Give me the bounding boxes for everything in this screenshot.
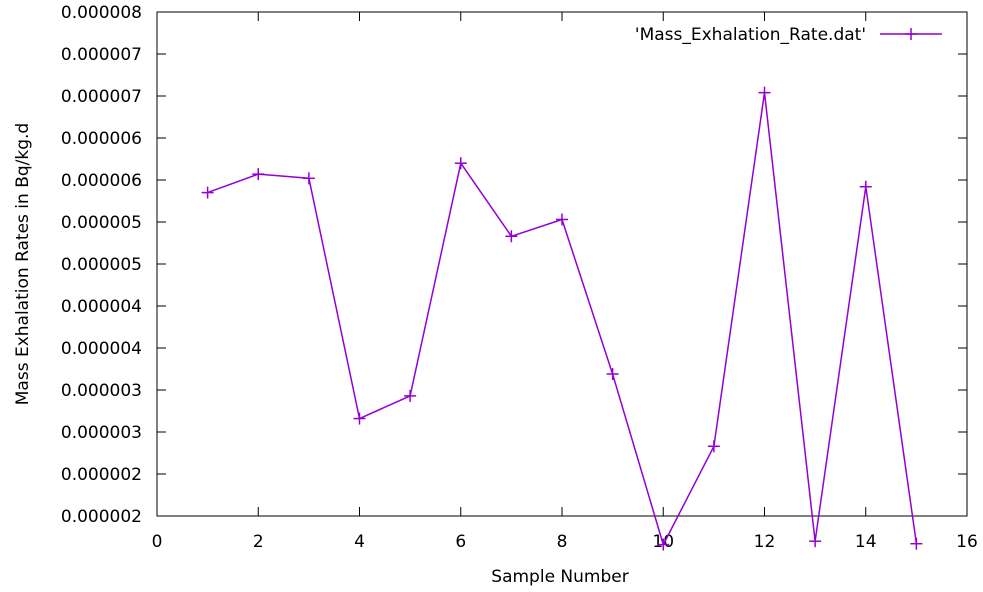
x-tick-labels: 0 2 4 6 8 10 12 14 16 xyxy=(152,532,978,552)
y-tick-label: 0.000004 xyxy=(61,339,142,359)
legend-label: 'Mass_Exhalation_Rate.dat' xyxy=(635,25,866,45)
data-point xyxy=(859,180,872,193)
x-tick-label: 4 xyxy=(354,532,365,552)
y-tick-label: 0.000006 xyxy=(61,129,142,149)
x-tick-label: 6 xyxy=(455,532,466,552)
y-tick-label: 0.000003 xyxy=(61,423,142,443)
data-point xyxy=(758,86,771,99)
y-tick-label: 0.000002 xyxy=(61,465,142,485)
data-point xyxy=(302,172,315,185)
series-line xyxy=(207,91,918,546)
axis-ticks xyxy=(156,11,968,517)
data-point xyxy=(809,535,822,548)
data-point xyxy=(404,389,417,402)
series-layer xyxy=(201,86,923,551)
data-point xyxy=(556,213,568,226)
data-point xyxy=(252,168,265,181)
x-tick-label: 0 xyxy=(152,532,163,552)
y-tick-label: 0.000002 xyxy=(61,507,142,527)
y-axis-title: Mass Exhalation Rates in Bq/kg.d xyxy=(13,123,33,405)
x-axis-title: Sample Number xyxy=(491,567,628,587)
x-tick-label: 12 xyxy=(754,532,776,552)
data-point xyxy=(454,157,467,170)
plot-frame xyxy=(156,11,968,517)
y-tick-labels: 0.000002 0.000002 0.000003 0.000003 0.000004… xyxy=(61,3,142,527)
x-tick-label: 14 xyxy=(855,532,877,552)
y-tick-label: 0.000005 xyxy=(61,255,142,275)
y-tick-label: 0.000003 xyxy=(61,381,142,401)
data-point xyxy=(657,538,670,551)
data-point xyxy=(910,537,923,550)
data-point xyxy=(606,368,619,381)
y-tick-label: 0.000006 xyxy=(61,171,142,191)
y-tick-label: 0.000007 xyxy=(61,87,142,107)
data-point xyxy=(505,230,518,243)
y-tick-label: 0.000007 xyxy=(61,45,142,65)
y-tick-label: 0.000008 xyxy=(61,3,142,23)
x-tick-label: 16 xyxy=(956,532,978,552)
y-tick-label: 0.000005 xyxy=(61,213,142,233)
x-tick-label: 2 xyxy=(253,532,264,552)
data-point xyxy=(353,412,366,425)
legend-marker xyxy=(905,28,917,40)
x-tick-label: 8 xyxy=(557,532,568,552)
y-tick-label: 0.000004 xyxy=(61,297,142,317)
data-point xyxy=(201,186,214,199)
legend: 'Mass_Exhalation_Rate.dat' xyxy=(635,25,942,45)
data-point xyxy=(707,440,720,453)
